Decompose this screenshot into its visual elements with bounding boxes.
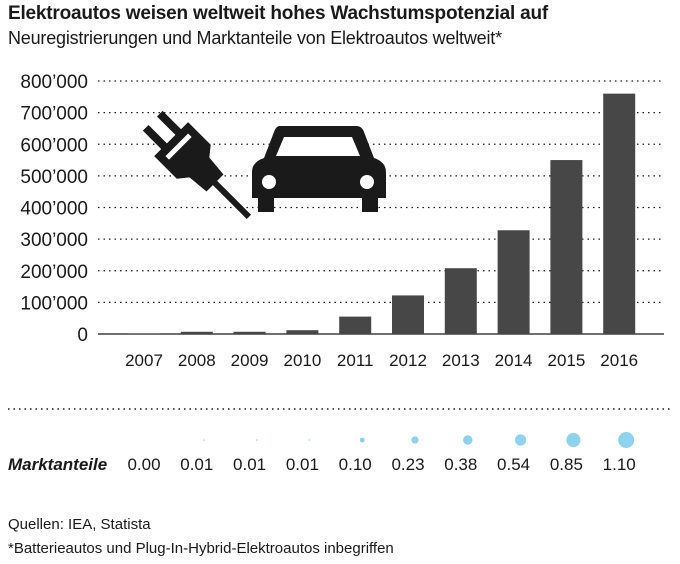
- market-share-bubble: [463, 435, 473, 445]
- x-tick-label: 2016: [600, 351, 638, 370]
- market-share-bubble: [411, 436, 419, 444]
- bar: [497, 230, 530, 334]
- bar: [339, 316, 372, 334]
- bar: [180, 331, 213, 334]
- market-share-bubbles: [203, 432, 635, 448]
- x-tick-label: 2015: [547, 351, 585, 370]
- market-share-value: 0.38: [444, 455, 477, 474]
- market-share-label: Marktanteile: [8, 455, 107, 474]
- market-share-bubble: [566, 432, 581, 448]
- bar: [444, 268, 477, 334]
- market-share-value: 0.85: [550, 455, 583, 474]
- market-share-bubble: [514, 434, 527, 446]
- x-tick-label: 2012: [389, 351, 427, 370]
- market-share-value: 0.10: [339, 455, 372, 474]
- market-share-values: 0.00 0.01 0.01 0.01 0.10 0.23 0.38 0.54 0.85 1.10: [127, 455, 635, 474]
- bar: [603, 93, 636, 335]
- x-tick-label: 2007: [125, 351, 163, 370]
- x-axis-ticks: 2007 2008 2009 2010 2011 2012 2013 2014 2015 2016: [125, 351, 638, 370]
- market-share-bubble: [618, 432, 635, 448]
- bar: [233, 331, 266, 334]
- x-tick-label: 2013: [442, 351, 480, 370]
- y-tick-label: 700’000: [20, 104, 88, 125]
- y-tick-label: 100’000: [20, 293, 88, 314]
- car-icon: [252, 126, 386, 212]
- chart-title: Elektroautos weisen weltweit hohes Wachs…: [8, 3, 549, 24]
- plug-icon: [142, 110, 252, 220]
- y-tick-label: 300’000: [20, 230, 88, 251]
- bar: [550, 160, 583, 334]
- market-share-value: 0.23: [391, 455, 424, 474]
- market-share-bubble: [203, 439, 205, 441]
- y-axis-ticks: 0 100’000 200’000 300’000 400’000 500’000 600’…: [20, 72, 88, 346]
- market-share-bubble: [308, 439, 311, 441]
- market-share-value: 0.01: [233, 455, 266, 474]
- market-share-value: 0.01: [180, 455, 213, 474]
- x-tick-label: 2009: [231, 351, 269, 370]
- market-share-value: 0.01: [286, 455, 319, 474]
- y-tick-label: 200’000: [20, 262, 88, 283]
- bars: [128, 93, 636, 335]
- y-tick-label: 800’000: [20, 72, 88, 93]
- footnote: *Batterieautos und Plug-In-Hybrid-Elektr…: [8, 540, 394, 557]
- bar: [286, 330, 319, 334]
- bar: [392, 295, 424, 334]
- market-share-value: 0.54: [497, 455, 530, 474]
- market-share-bubble: [255, 439, 258, 441]
- y-tick-label: 400’000: [20, 199, 88, 220]
- x-tick-label: 2008: [178, 351, 216, 370]
- x-tick-label: 2010: [283, 351, 321, 370]
- x-tick-label: 2011: [337, 351, 374, 370]
- market-share-value: 1.10: [603, 455, 636, 474]
- chart-subtitle: Neuregistrierungen und Marktanteile von …: [8, 28, 502, 48]
- y-tick-label: 0: [77, 325, 88, 346]
- source-note: Quellen: IEA, Statista: [8, 516, 151, 533]
- y-tick-label: 600’000: [20, 135, 88, 156]
- y-tick-label: 500’000: [20, 167, 88, 188]
- x-tick-label: 2014: [495, 351, 533, 370]
- market-share-bubble: [359, 437, 365, 443]
- chart-area: 0 100’000 200’000 300’000 400’000 500’000 600’…: [8, 72, 672, 474]
- market-share-value: 0.00: [127, 455, 160, 474]
